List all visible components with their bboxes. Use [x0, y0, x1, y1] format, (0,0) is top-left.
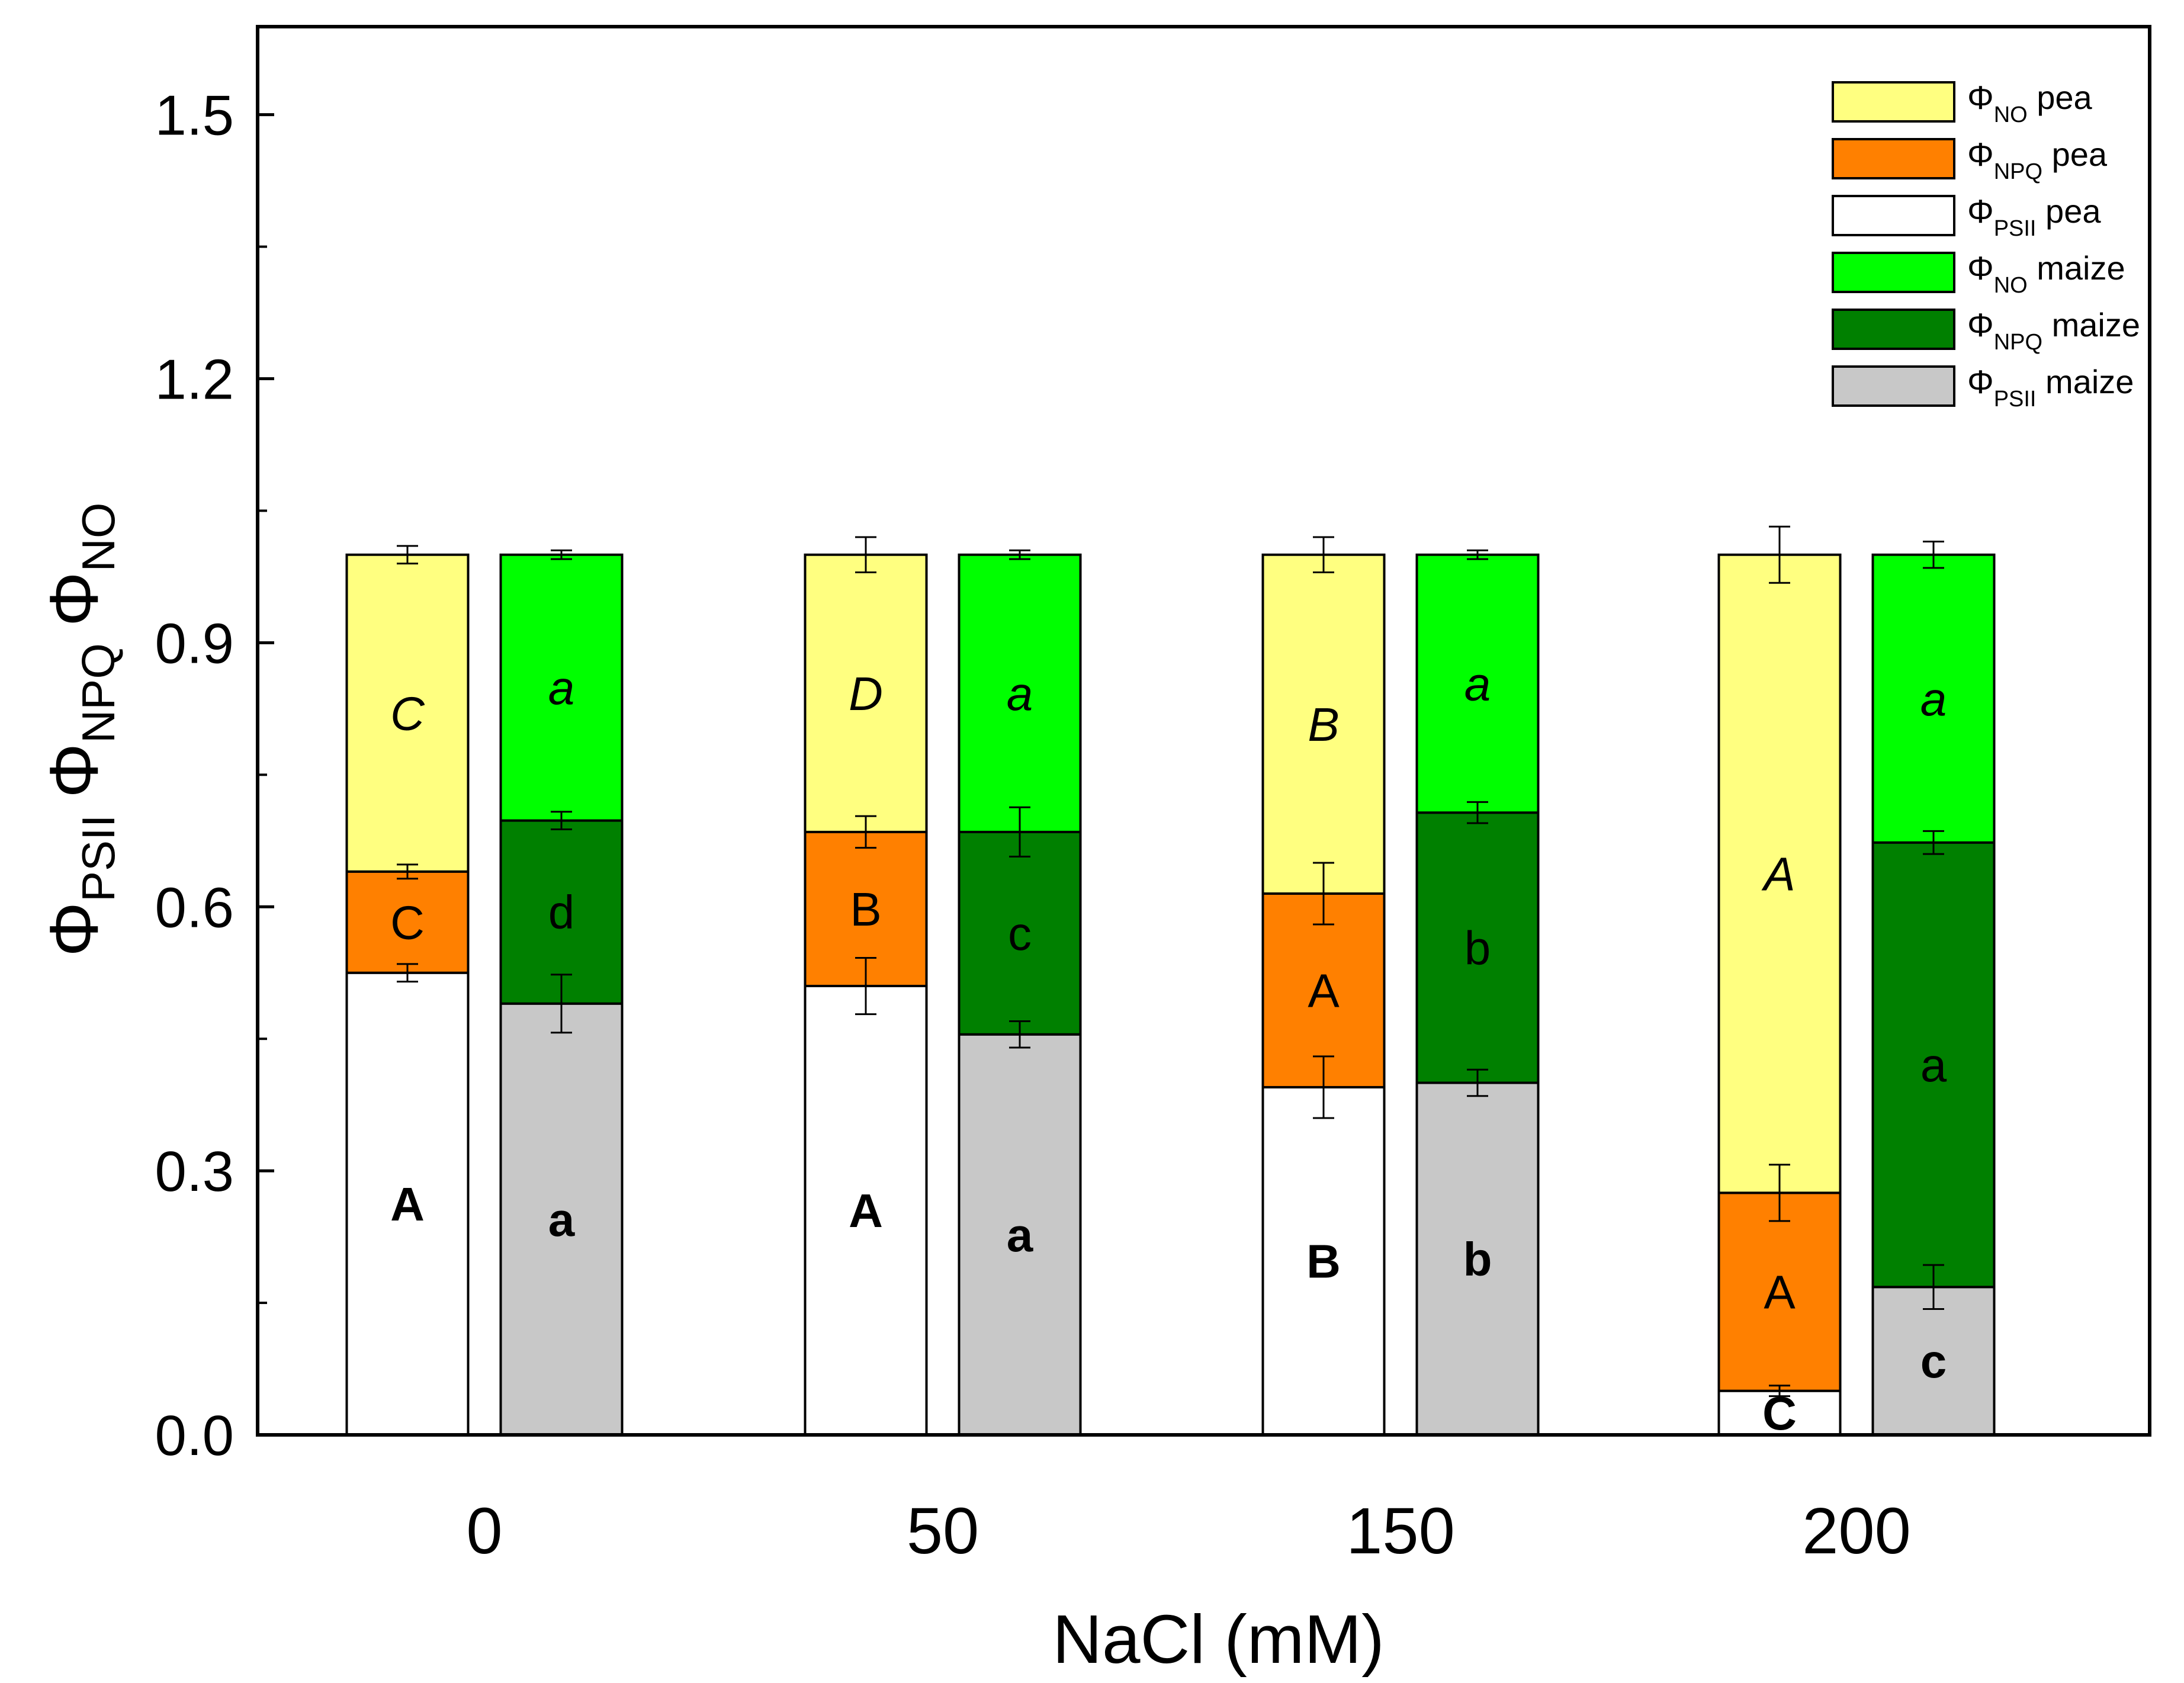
x-axis-title: NaCl (mM) [1052, 1601, 1385, 1678]
legend-species: pea [2028, 79, 2093, 116]
legend-swatch [1832, 195, 1955, 236]
significance-letter: a [1920, 673, 1947, 725]
legend-entry-label: ΦPSII maize [1967, 363, 2134, 412]
y-axis-title-symbol: Φ [36, 743, 113, 798]
legend-swatch [1832, 309, 1955, 350]
legend-symbol: Φ [1967, 363, 1994, 400]
y-tick-label: 1.2 [155, 348, 234, 412]
legend-entry-label: ΦNPQ maize [1967, 306, 2140, 355]
significance-letter: C [390, 687, 425, 740]
legend-subscript: PSII [1994, 216, 2037, 241]
legend-subscript: NPQ [1994, 330, 2042, 355]
bar-segment-maize-psii-150 [1415, 1081, 1540, 1436]
bar-segment-pea-no-50 [804, 553, 928, 833]
legend-symbol: Φ [1967, 306, 1994, 343]
bar-segment-maize-no-50 [958, 553, 1082, 833]
x-category-label: 0 [466, 1495, 502, 1568]
significance-letter: b [1463, 1233, 1492, 1286]
y-axis-title-subscript: PSII [72, 815, 124, 902]
bar-segment-pea-npq-0 [345, 870, 470, 974]
significance-letter: a [548, 1193, 575, 1246]
significance-letter: B [1306, 1235, 1341, 1287]
significance-letter: d [548, 886, 575, 939]
x-category-label: 150 [1346, 1495, 1455, 1568]
legend-symbol: Φ [1967, 192, 1994, 230]
legend-symbol: Φ [1967, 79, 1994, 116]
bar-segment-maize-no-200 [1871, 553, 1996, 844]
y-axis-title-symbol: Φ [36, 902, 113, 957]
plot-frame [256, 25, 2151, 1437]
legend-swatch [1832, 365, 1955, 407]
bar-segment-maize-no-0 [499, 553, 624, 822]
y-tick-label: 0.9 [155, 612, 234, 675]
legend-species: maize [2037, 363, 2134, 400]
legend-species: pea [2037, 192, 2102, 230]
y-axis-title-subscript: NO [72, 502, 124, 571]
legend-subscript: NPQ [1994, 159, 2042, 184]
bar-segment-pea-no-200 [1717, 553, 1842, 1194]
significance-letter: B [850, 883, 881, 936]
legend-swatch [1832, 138, 1955, 179]
legend-entry-label: ΦPSII pea [1967, 192, 2101, 241]
significance-letter: a [1464, 657, 1491, 710]
legend-swatch [1832, 252, 1955, 293]
bar-segment-maize-npq-0 [499, 819, 624, 1005]
significance-letter: b [1464, 921, 1491, 974]
legend-entry-label: ΦNO pea [1967, 79, 2093, 127]
bar-segment-pea-npq-150 [1261, 892, 1386, 1088]
y-tick-label: 0.0 [155, 1404, 234, 1467]
significance-letter: A [1764, 1266, 1796, 1318]
significance-letter: a [1007, 1209, 1033, 1261]
significance-letter: D [849, 667, 883, 720]
significance-letter: A [849, 1184, 883, 1237]
x-category-label: 200 [1802, 1495, 1911, 1568]
bar-segment-pea-no-150 [1261, 553, 1386, 895]
y-axis-title-symbol: Φ [36, 571, 113, 627]
bar-segment-pea-psii-0 [345, 971, 470, 1436]
significance-letter: c [1920, 1335, 1947, 1387]
significance-letter: a [1007, 667, 1033, 720]
bar-segment-maize-npq-50 [958, 830, 1082, 1036]
x-category-label: 50 [907, 1495, 979, 1568]
significance-letter: c [1008, 907, 1032, 960]
legend-entry-label: ΦNPQ pea [1967, 136, 2108, 184]
significance-letter: a [1920, 1039, 1947, 1091]
significance-letter: a [548, 661, 575, 714]
bar-segment-maize-psii-50 [958, 1033, 1082, 1436]
significance-letter: A [1308, 964, 1340, 1017]
significance-letter: A [390, 1178, 425, 1231]
legend-symbol: Φ [1967, 136, 1994, 173]
y-axis-title: ΦPSIIΦNPQΦNO [36, 502, 124, 956]
legend-species: maize [2028, 249, 2125, 287]
bar-segment-pea-psii-150 [1261, 1085, 1386, 1436]
y-tick-label: 1.5 [155, 84, 234, 147]
bar-segment-maize-npq-200 [1871, 841, 1996, 1289]
significance-letter: A [1761, 848, 1795, 901]
legend-species: pea [2042, 136, 2108, 173]
significance-letter: C [390, 896, 425, 949]
legend-swatch [1832, 81, 1955, 123]
bar-segment-pea-npq-200 [1717, 1191, 1842, 1392]
legend-entry-label: ΦNO maize [1967, 249, 2125, 298]
significance-letter: B [1308, 698, 1339, 751]
legend-species: maize [2042, 306, 2140, 343]
y-tick-label: 0.6 [155, 876, 234, 939]
y-axis-title-subscript: NPQ [72, 643, 124, 743]
legend-subscript: NO [1994, 273, 2028, 298]
legend-symbol: Φ [1967, 249, 1994, 287]
legend-subscript: PSII [1994, 387, 2037, 412]
y-tick-label: 0.3 [155, 1140, 234, 1203]
legend-subscript: NO [1994, 102, 2028, 127]
